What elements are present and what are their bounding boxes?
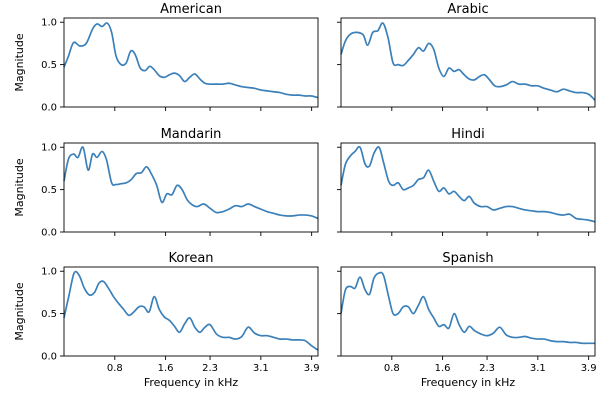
x-tick-label: 0.8: [107, 363, 123, 374]
plot-frame: [340, 17, 596, 108]
y-tick-label: 0.0: [41, 228, 57, 239]
y-tick-label: 0.5: [41, 60, 57, 71]
y-axis-label: Magnitude: [13, 282, 26, 341]
x-tick-label: 3.1: [530, 363, 546, 374]
y-tick-label: 1.0: [41, 143, 57, 154]
y-axis-label: Magnitude: [13, 33, 26, 92]
plot-frame: [63, 17, 319, 108]
y-tick-label: 1.0: [41, 18, 57, 29]
x-tick-label: 1.6: [158, 363, 174, 374]
subplot-title: Spanish: [442, 251, 493, 266]
x-tick-label: 3.9: [581, 363, 597, 374]
subplot: Mandarin 0.0 0.5 1.0 Magnitude: [13, 127, 319, 239]
subplot-title: Korean: [168, 251, 213, 266]
y-tick-label: 0.5: [41, 185, 57, 196]
subplot-title: Mandarin: [161, 127, 222, 142]
y-axis-label: Magnitude: [13, 158, 26, 217]
y-tick-label: 0.0: [41, 103, 57, 114]
x-axis-label: Frequency in kHz: [144, 376, 238, 389]
y-tick-label: 0.5: [41, 309, 57, 320]
x-tick-label: 3.9: [304, 363, 320, 374]
subplot: Arabic: [337, 2, 596, 111]
plot-frame: [63, 266, 319, 357]
subplot: Hindi: [337, 127, 596, 236]
y-tick-label: 0.0: [41, 352, 57, 363]
subplot: Korean 0.0 0.5 1.0 0.8 1.6 2.3 3.1 3.9 Magnitude F…: [13, 251, 320, 389]
x-tick-label: 1.6: [435, 363, 451, 374]
series-line: [63, 270, 319, 351]
plot-frame: [340, 142, 596, 233]
y-tick-label: 1.0: [41, 267, 57, 278]
subplot-title: Hindi: [451, 127, 485, 142]
x-tick-label: 2.3: [479, 363, 495, 374]
plot-frame: [340, 266, 596, 357]
x-tick-label: 0.8: [384, 363, 400, 374]
series-line: [340, 145, 596, 223]
subplot-title: Arabic: [447, 2, 488, 17]
series-line: [63, 22, 319, 99]
plot-frame: [63, 142, 319, 233]
x-axis-label: Frequency in kHz: [421, 376, 515, 389]
x-tick-label: 2.3: [202, 363, 218, 374]
subplot: Spanish 0.8 1.6 2.3 3.1 3.9 Frequency in kHz: [337, 251, 597, 389]
series-line: [340, 22, 596, 101]
x-tick-label: 3.1: [253, 363, 269, 374]
subplot: American 0.0 0.5 1.0 Magnitude: [13, 2, 319, 114]
series-line: [340, 271, 595, 345]
series-line: [63, 146, 319, 220]
subplot-title: American: [160, 2, 222, 17]
